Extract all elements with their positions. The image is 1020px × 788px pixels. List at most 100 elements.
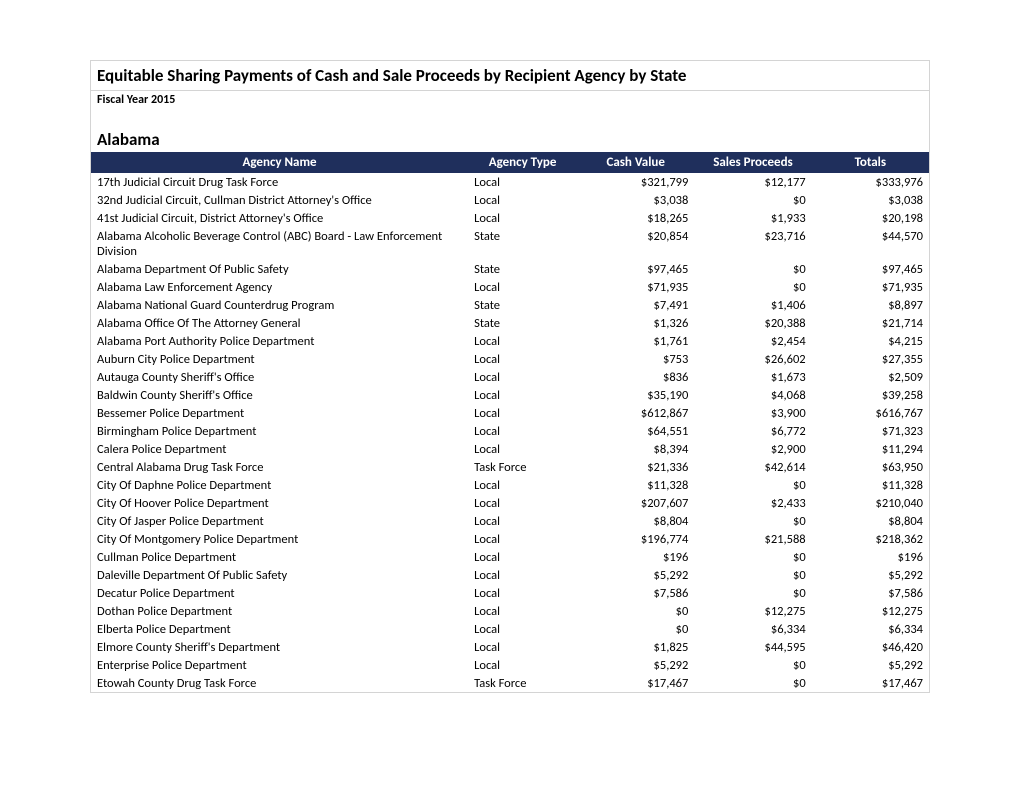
- cell-totals: $616,767: [812, 404, 929, 422]
- cell-cash-value: $207,607: [577, 494, 694, 512]
- col-header-total: Totals: [812, 152, 929, 173]
- table-row: Alabama Alcoholic Beverage Control (ABC)…: [91, 227, 929, 260]
- cell-cash-value: $196,774: [577, 530, 694, 548]
- col-header-type: Agency Type: [468, 152, 577, 173]
- cell-totals: $71,323: [812, 422, 929, 440]
- table-row: Alabama Port Authority Police Department…: [91, 332, 929, 350]
- report-sheet: Equitable Sharing Payments of Cash and S…: [90, 60, 930, 693]
- cell-cash-value: $1,761: [577, 332, 694, 350]
- cell-cash-value: $18,265: [577, 209, 694, 227]
- report-subtitle: Fiscal Year 2015: [91, 91, 929, 109]
- cell-sales-proceeds: $0: [694, 548, 811, 566]
- col-header-sales: Sales Proceeds: [694, 152, 811, 173]
- cell-agency-type: State: [468, 260, 577, 278]
- table-row: Bessemer Police DepartmentLocal$612,867$…: [91, 404, 929, 422]
- cell-totals: $27,355: [812, 350, 929, 368]
- table-row: Baldwin County Sheriff's OfficeLocal$35,…: [91, 386, 929, 404]
- cell-totals: $46,420: [812, 638, 929, 656]
- cell-cash-value: $5,292: [577, 566, 694, 584]
- table-row: Dothan Police DepartmentLocal$0$12,275$1…: [91, 602, 929, 620]
- cell-totals: $11,328: [812, 476, 929, 494]
- cell-agency-type: Local: [468, 350, 577, 368]
- cell-agency-name: Baldwin County Sheriff's Office: [91, 386, 468, 404]
- cell-cash-value: $21,336: [577, 458, 694, 476]
- cell-sales-proceeds: $3,900: [694, 404, 811, 422]
- cell-agency-name: City Of Hoover Police Department: [91, 494, 468, 512]
- cell-cash-value: $1,825: [577, 638, 694, 656]
- cell-totals: $4,215: [812, 332, 929, 350]
- cell-sales-proceeds: $6,334: [694, 620, 811, 638]
- cell-cash-value: $11,328: [577, 476, 694, 494]
- cell-agency-name: City Of Daphne Police Department: [91, 476, 468, 494]
- cell-totals: $5,292: [812, 566, 929, 584]
- cell-agency-type: Local: [468, 278, 577, 296]
- cell-agency-name: Etowah County Drug Task Force: [91, 674, 468, 692]
- cell-agency-type: Task Force: [468, 458, 577, 476]
- cell-cash-value: $836: [577, 368, 694, 386]
- table-header-row: Agency Name Agency Type Cash Value Sales…: [91, 152, 929, 173]
- cell-agency-name: Alabama Port Authority Police Department: [91, 332, 468, 350]
- cell-sales-proceeds: $6,772: [694, 422, 811, 440]
- cell-sales-proceeds: $4,068: [694, 386, 811, 404]
- cell-cash-value: $5,292: [577, 656, 694, 674]
- cell-agency-name: Decatur Police Department: [91, 584, 468, 602]
- cell-agency-type: Task Force: [468, 674, 577, 692]
- cell-agency-name: City Of Montgomery Police Department: [91, 530, 468, 548]
- cell-totals: $333,976: [812, 173, 929, 191]
- cell-cash-value: $0: [577, 602, 694, 620]
- cell-sales-proceeds: $23,716: [694, 227, 811, 260]
- cell-sales-proceeds: $2,900: [694, 440, 811, 458]
- table-row: Elberta Police DepartmentLocal$0$6,334$6…: [91, 620, 929, 638]
- cell-cash-value: $321,799: [577, 173, 694, 191]
- cell-totals: $3,038: [812, 191, 929, 209]
- cell-agency-name: Daleville Department Of Public Safety: [91, 566, 468, 584]
- cell-agency-type: Local: [468, 494, 577, 512]
- cell-sales-proceeds: $20,388: [694, 314, 811, 332]
- cell-agency-type: Local: [468, 404, 577, 422]
- cell-agency-name: Autauga County Sheriff's Office: [91, 368, 468, 386]
- cell-agency-name: Cullman Police Department: [91, 548, 468, 566]
- cell-sales-proceeds: $1,673: [694, 368, 811, 386]
- cell-totals: $17,467: [812, 674, 929, 692]
- table-row: Enterprise Police DepartmentLocal$5,292$…: [91, 656, 929, 674]
- cell-sales-proceeds: $26,602: [694, 350, 811, 368]
- cell-totals: $7,586: [812, 584, 929, 602]
- table-row: Central Alabama Drug Task ForceTask Forc…: [91, 458, 929, 476]
- table-row: Alabama Office Of The Attorney GeneralSt…: [91, 314, 929, 332]
- cell-totals: $21,714: [812, 314, 929, 332]
- cell-agency-type: Local: [468, 422, 577, 440]
- cell-agency-name: Alabama National Guard Counterdrug Progr…: [91, 296, 468, 314]
- cell-agency-type: Local: [468, 602, 577, 620]
- cell-totals: $196: [812, 548, 929, 566]
- table-row: Decatur Police DepartmentLocal$7,586$0$7…: [91, 584, 929, 602]
- cell-agency-name: Calera Police Department: [91, 440, 468, 458]
- table-row: 32nd Judicial Circuit, Cullman District …: [91, 191, 929, 209]
- cell-agency-type: State: [468, 296, 577, 314]
- cell-agency-name: Auburn City Police Department: [91, 350, 468, 368]
- cell-agency-name: Alabama Law Enforcement Agency: [91, 278, 468, 296]
- state-heading: Alabama: [91, 127, 929, 152]
- table-row: City Of Daphne Police DepartmentLocal$11…: [91, 476, 929, 494]
- cell-cash-value: $97,465: [577, 260, 694, 278]
- cell-totals: $63,950: [812, 458, 929, 476]
- cell-agency-name: Elmore County Sheriff's Department: [91, 638, 468, 656]
- cell-sales-proceeds: $0: [694, 476, 811, 494]
- table-row: Alabama National Guard Counterdrug Progr…: [91, 296, 929, 314]
- table-row: Calera Police DepartmentLocal$8,394$2,90…: [91, 440, 929, 458]
- cell-sales-proceeds: $0: [694, 191, 811, 209]
- cell-agency-name: Central Alabama Drug Task Force: [91, 458, 468, 476]
- cell-agency-type: State: [468, 227, 577, 260]
- cell-agency-type: Local: [468, 512, 577, 530]
- table-body: 17th Judicial Circuit Drug Task ForceLoc…: [91, 173, 929, 692]
- cell-agency-name: Alabama Alcoholic Beverage Control (ABC)…: [91, 227, 468, 260]
- cell-cash-value: $196: [577, 548, 694, 566]
- cell-agency-type: Local: [468, 620, 577, 638]
- cell-agency-name: Dothan Police Department: [91, 602, 468, 620]
- cell-totals: $44,570: [812, 227, 929, 260]
- cell-sales-proceeds: $12,177: [694, 173, 811, 191]
- cell-sales-proceeds: $1,933: [694, 209, 811, 227]
- blank-row: [91, 109, 929, 127]
- table-row: Etowah County Drug Task ForceTask Force $…: [91, 674, 929, 692]
- cell-agency-type: Local: [468, 656, 577, 674]
- cell-sales-proceeds: $42,614: [694, 458, 811, 476]
